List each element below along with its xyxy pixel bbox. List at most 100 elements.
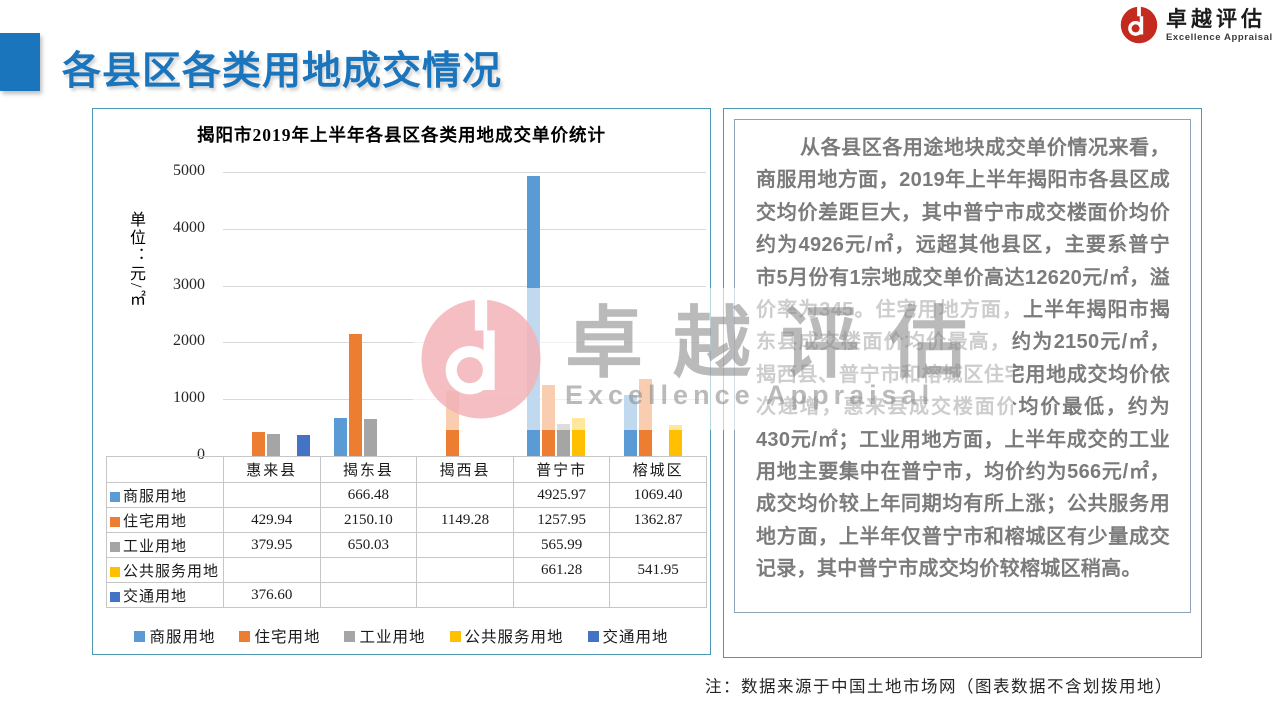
chart-legend: 商服用地 住宅用地 工业用地 公共服务用地 交通用地 <box>93 625 710 647</box>
bar-住宅用地-榕城区 <box>638 378 652 456</box>
legend-key-icon <box>239 630 251 642</box>
y-axis-title: 单位：元/㎡ <box>127 211 144 308</box>
table-corner-cell <box>106 456 224 483</box>
series-key-icon <box>110 566 120 577</box>
source-note: 注：数据来源于中国土地市场网（图表数据不含划拨用地） <box>705 677 1173 696</box>
legend-label: 公共服务用地 <box>464 629 564 646</box>
value-cell: 429.94 <box>223 507 321 533</box>
page-title: 各县区各类用地成交情况 <box>62 50 503 93</box>
legend-item: 工业用地 <box>344 625 425 647</box>
legend-label: 商服用地 <box>149 629 216 646</box>
analysis-panel-inner: 从各县区各用途地块成交单价情况来看，商服用地方面，2019年上半年揭阳市各县区成… <box>734 119 1191 613</box>
legend-label: 交通用地 <box>602 629 669 646</box>
category-label: 榕城区 <box>609 456 707 483</box>
table-row: 公共服务用地 661.28 541.95 <box>106 557 707 583</box>
chart-panel: 揭阳市2019年上半年各县区各类用地成交单价统计 单位：元/㎡ 0 1000 200… <box>92 108 711 655</box>
legend-item: 住宅用地 <box>239 625 320 647</box>
value-cell: 2150.10 <box>319 507 418 533</box>
gridline <box>223 228 706 230</box>
bar-住宅用地-惠来县 <box>252 431 266 456</box>
brand-text: 卓越评估 Excellence Appraisal <box>1166 6 1273 43</box>
series-label: 交通用地 <box>106 582 224 608</box>
legend-item: 交通用地 <box>587 625 669 647</box>
legend-key-icon <box>587 630 599 642</box>
value-cell <box>512 582 611 608</box>
bar-公共服务用地-普宁市 <box>572 418 586 456</box>
brand-name-cn: 卓越评估 <box>1166 7 1266 31</box>
value-cell: 650.03 <box>319 532 418 558</box>
gridline <box>223 172 706 173</box>
y-tick-label: 1000 <box>173 389 205 407</box>
value-cell: 666.48 <box>319 482 418 508</box>
y-tick-label: 3000 <box>173 275 205 293</box>
legend-key-icon <box>134 630 146 642</box>
value-cell: 379.95 <box>223 532 321 558</box>
value-cell: 1149.28 <box>416 507 514 533</box>
value-cell <box>609 532 707 558</box>
value-cell <box>223 482 321 508</box>
value-cell <box>319 557 418 583</box>
bar-商服用地-普宁市 <box>527 176 541 456</box>
table-row: 交通用地 376.60 <box>106 582 707 608</box>
series-key-icon <box>110 516 120 527</box>
legend-key-icon <box>449 630 461 642</box>
value-cell: 661.28 <box>512 557 611 583</box>
legend-label: 住宅用地 <box>254 629 321 646</box>
bar-商服用地-揭东县 <box>333 418 347 456</box>
table-row: 商服用地 666.48 4925.97 1069.40 <box>106 482 707 508</box>
category-label: 惠来县 <box>223 456 321 483</box>
bar-工业用地-惠来县 <box>267 434 281 456</box>
value-cell <box>223 557 321 583</box>
value-cell: 1362.87 <box>609 507 707 533</box>
y-tick-label: 5000 <box>173 162 205 179</box>
chart-title: 揭阳市2019年上半年各县区各类用地成交单价统计 <box>197 125 606 145</box>
y-tick-label: 0 <box>197 446 205 463</box>
brand-logo-icon <box>1120 6 1158 44</box>
value-cell <box>416 482 514 508</box>
value-cell <box>319 582 418 608</box>
bar-商服用地-榕城区 <box>623 395 637 456</box>
bar-住宅用地-揭东县 <box>348 333 362 456</box>
series-label: 公共服务用地 <box>106 557 224 583</box>
legend-key-icon <box>344 630 356 642</box>
bar-工业用地-普宁市 <box>557 423 571 456</box>
y-axis-ticks: 0 1000 2000 3000 4000 5000 <box>93 109 211 654</box>
bar-住宅用地-揭西县 <box>445 390 459 456</box>
value-cell: 1257.95 <box>512 507 611 533</box>
bar-公共服务用地-榕城区 <box>668 425 682 456</box>
table-row: 住宅用地 429.94 2150.10 1149.28 1257.95 1362.87 <box>106 507 707 533</box>
value-cell: 541.95 <box>609 557 707 583</box>
y-tick-label: 4000 <box>173 218 205 236</box>
series-label: 商服用地 <box>106 482 224 508</box>
table-row: 工业用地 379.95 650.03 565.99 <box>106 532 707 558</box>
series-label: 工业用地 <box>106 532 224 558</box>
brand-name-en: Excellence Appraisal <box>1166 32 1273 43</box>
gridline <box>223 342 706 344</box>
value-cell <box>416 582 514 608</box>
series-key-icon <box>110 591 120 602</box>
title-accent-square <box>0 33 40 91</box>
bar-工业用地-揭东县 <box>363 419 377 456</box>
legend-label: 工业用地 <box>359 629 426 646</box>
analysis-panel: 从各县区各用途地块成交单价情况来看，商服用地方面，2019年上半年揭阳市各县区成… <box>723 108 1202 658</box>
value-cell: 1069.40 <box>609 482 707 508</box>
series-key-icon <box>110 541 120 552</box>
value-cell <box>416 557 514 583</box>
category-label: 揭西县 <box>416 456 514 483</box>
plot-area <box>223 172 706 456</box>
value-cell: 565.99 <box>512 532 611 558</box>
brand-logo: 卓越评估 Excellence Appraisal <box>1120 6 1273 44</box>
value-cell: 376.60 <box>223 582 321 608</box>
chart-data-table: 惠来县 揭东县 揭西县 普宁市 榕城区 商服用地 666.48 4925.97 1069.40 住… <box>106 456 707 608</box>
bar-交通用地-惠来县 <box>297 434 311 456</box>
y-tick-label: 2000 <box>173 332 205 350</box>
series-key-icon <box>110 491 120 502</box>
legend-item: 公共服务用地 <box>449 625 564 647</box>
value-cell <box>416 532 514 558</box>
series-label: 住宅用地 <box>106 507 224 533</box>
value-cell: 4925.97 <box>512 482 611 508</box>
gridline <box>223 285 706 287</box>
legend-item: 商服用地 <box>134 625 215 647</box>
category-label: 普宁市 <box>512 456 611 483</box>
